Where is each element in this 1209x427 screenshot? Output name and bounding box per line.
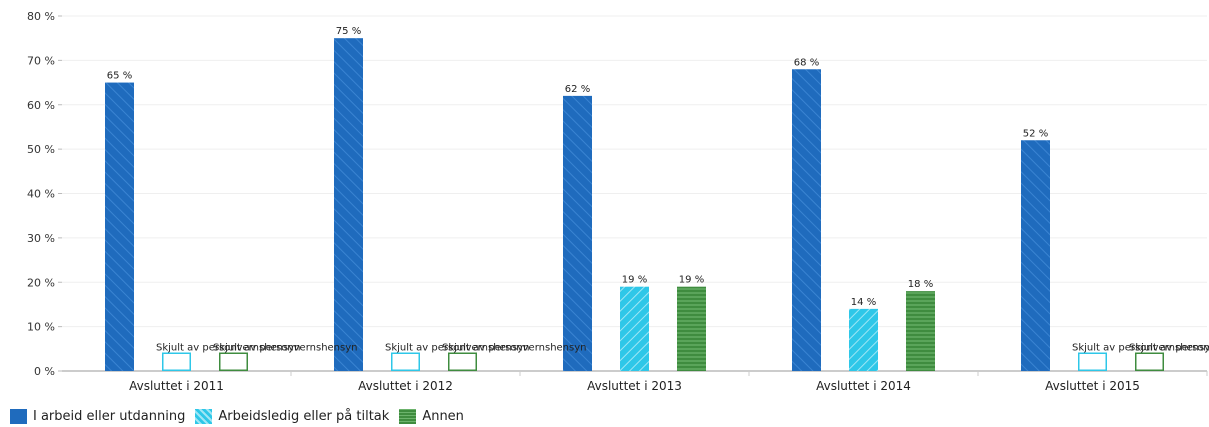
legend: I arbeid eller utdanning Arbeidsledig el…	[10, 409, 464, 424]
y-tick-label: 50 %	[27, 143, 55, 156]
legend-label-arbeidsledig: Arbeidsledig eller på tiltak	[218, 409, 390, 424]
legend-item-arbeidsledig[interactable]: Arbeidsledig eller på tiltak	[195, 409, 389, 424]
hidden-value-label: Skjult av personvernshensyn	[156, 342, 300, 353]
hidden-value-label: Skjult av personvernshensyn	[442, 342, 586, 353]
hidden-bar-marker	[1078, 352, 1107, 371]
bar-value-label: 19 %	[622, 275, 647, 286]
bar	[906, 291, 935, 371]
x-category-label: Avsluttet i 2012	[358, 379, 453, 393]
hidden-value-label: Skjult av personvernshensyn	[213, 342, 357, 353]
y-tick-label: 20 %	[27, 276, 55, 289]
bar-value-label: 75 %	[336, 26, 361, 37]
legend-swatch-arbeid	[10, 409, 27, 424]
hidden-bar-marker	[162, 352, 191, 371]
bar	[677, 286, 706, 371]
bar-value-label: 68 %	[794, 57, 819, 68]
x-category-label: Avsluttet i 2015	[1045, 379, 1140, 393]
bar-value-label: 65 %	[107, 71, 132, 82]
hidden-bar-marker	[448, 352, 477, 371]
y-tick-label: 70 %	[27, 54, 55, 67]
x-category-label: Avsluttet i 2011	[129, 379, 224, 393]
bar	[563, 95, 592, 371]
bar-value-label: 52 %	[1023, 128, 1048, 139]
hidden-bar-marker	[219, 352, 248, 371]
bar-value-label: 18 %	[908, 279, 933, 290]
bar	[105, 82, 134, 371]
bars	[105, 38, 1164, 371]
hidden-value-label: Skjult av personvernshensyn	[1129, 342, 1209, 353]
legend-label-arbeid: I arbeid eller utdanning	[33, 409, 186, 424]
bar	[334, 38, 363, 371]
x-category-label: Avsluttet i 2014	[816, 379, 911, 393]
hidden-value-label: Skjult av personvernshensyn	[385, 342, 529, 353]
y-tick-label: 40 %	[27, 188, 55, 201]
x-category-label: Avsluttet i 2013	[587, 379, 682, 393]
bar-value-label: 62 %	[565, 84, 590, 95]
y-tick-label: 60 %	[27, 99, 55, 112]
legend-swatch-arbeidsledig	[195, 409, 213, 424]
legend-label-annen: Annen	[422, 409, 464, 424]
y-tick-label: 80 %	[27, 10, 55, 23]
bar	[849, 308, 878, 371]
legend-item-arbeid[interactable]: I arbeid eller utdanning	[10, 409, 185, 424]
y-tick-label: 30 %	[27, 232, 55, 245]
hidden-value-label: Skjult av personvernshensyn	[1072, 342, 1209, 353]
hidden-bar-marker	[391, 352, 420, 371]
bar-value-label: 14 %	[851, 297, 876, 308]
bar	[1021, 140, 1050, 371]
legend-item-annen[interactable]: Annen	[399, 409, 464, 424]
bar-value-label: 19 %	[679, 275, 704, 286]
bar	[792, 69, 821, 371]
hidden-bar-marker	[1135, 352, 1164, 371]
bar	[620, 286, 649, 371]
bar-chart: 0 % 10 % 20 % 30 % 40 % 50 % 60 % 70 % 80 % Avslu…	[27, 10, 1209, 393]
y-tick-label: 0 %	[34, 365, 55, 378]
legend-swatch-annen	[399, 409, 417, 424]
y-tick-label: 10 %	[27, 321, 55, 334]
gridlines	[62, 15, 1207, 372]
